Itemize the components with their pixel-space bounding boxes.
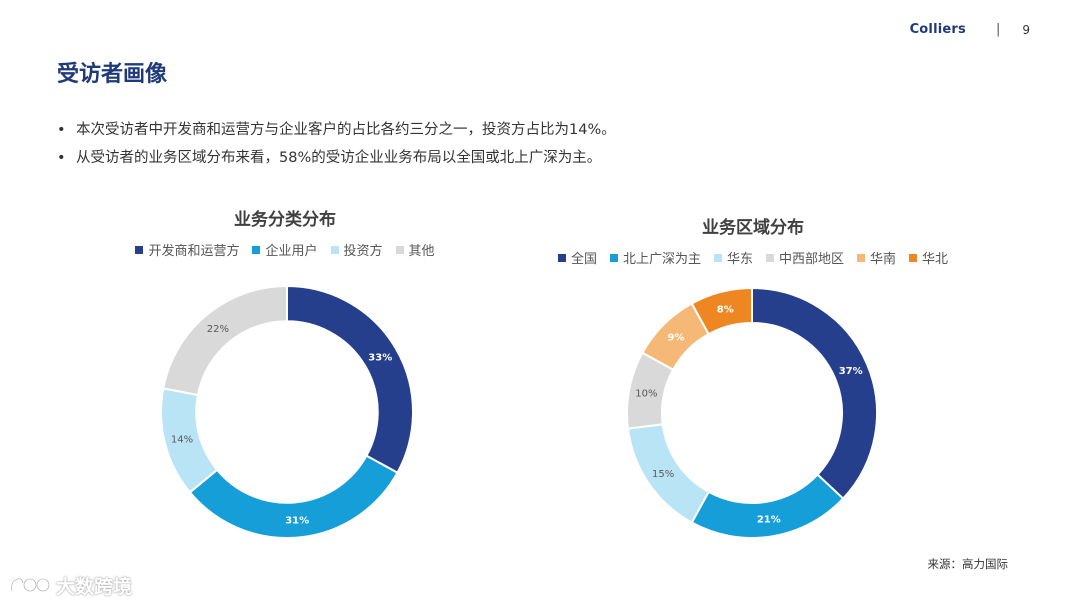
bullet-text: 本次受访者中开发商和运营方与企业客户的占比各约三分之一，投资方占比为14%。 (76, 122, 616, 138)
legend-swatch (252, 245, 261, 254)
legend-label: 开发商和运营方 (148, 244, 240, 259)
watermark: 大数跨境 (8, 572, 132, 599)
page-number: 9 (1022, 22, 1030, 37)
slice-data-label: 37% (839, 366, 863, 377)
chart-title: 业务区域分布 (702, 218, 804, 238)
legend-swatch (857, 253, 866, 262)
legend-item: 全国 (557, 248, 597, 267)
legend-label: 华北 (922, 252, 949, 267)
legend-swatch (135, 245, 144, 254)
business-type-chart: 业务分类分布 开发商和运营方 企业用户 投资方 其他 (110, 205, 460, 259)
legend-swatch (557, 253, 566, 262)
watermark-text: 大数跨境 (56, 576, 133, 598)
slice-data-label: 21% (757, 515, 781, 526)
source-note: 来源：高力国际 (927, 557, 1009, 571)
brand-logo-text: Colliers (909, 22, 966, 37)
slice-data-label: 31% (285, 515, 309, 526)
legend-item: 企业用户 (252, 240, 318, 259)
legend-item: 北上广深为主 (609, 248, 701, 267)
legend-swatch (395, 245, 404, 254)
slice-data-label: 15% (652, 469, 674, 480)
slice-data-label: 33% (368, 352, 392, 363)
donut-slice (690, 473, 845, 539)
business-region-chart: 业务区域分布 全国 北上广深为主 华东 中西部地区 华南 华北 (548, 205, 958, 267)
legend-swatch (330, 245, 339, 254)
business-region-donut: 37% 21% 15% 10% 9% 8% (626, 286, 878, 539)
bullet-list: • 本次受访者中开发商和运营方与企业客户的占比各约三分之一，投资方占比为14%。… (57, 117, 616, 173)
slice-data-label: 10% (635, 388, 657, 399)
legend-label: 中西部地区 (779, 252, 845, 267)
bullet-dot: • (57, 150, 66, 166)
legend-swatch (766, 253, 774, 262)
legend-label: 其他 (408, 244, 435, 259)
business-type-donut: 33% 31% 14% 22% (160, 284, 414, 539)
legend-label: 全国 (570, 252, 597, 267)
header-separator: | (995, 22, 1001, 37)
legend-item: 投资方 (330, 240, 383, 259)
legend-item: 中西部地区 (766, 248, 844, 267)
chart-legend: 开发商和运营方 企业用户 投资方 其他 (110, 240, 460, 259)
slice-data-label: 22% (207, 324, 229, 335)
donut-slice (286, 284, 414, 475)
donut-slice (162, 284, 288, 397)
legend-swatch (909, 253, 918, 262)
chart-title: 业务分类分布 (234, 210, 336, 230)
legend-item: 华南 (857, 248, 896, 267)
donut-slice (690, 286, 753, 336)
legend-item: 华北 (909, 248, 948, 267)
bullet-item: • 本次受访者中开发商和运营方与企业客户的占比各约三分之一，投资方占比为14%。 (57, 117, 616, 145)
donut-slice (751, 286, 878, 500)
legend-label: 北上广深为主 (622, 252, 701, 267)
legend-item: 开发商和运营方 (135, 240, 239, 259)
legend-label: 投资方 (343, 244, 383, 259)
legend-label: 华南 (870, 252, 897, 267)
slice-data-label: 9% (667, 332, 684, 343)
header-brand: Colliers | 9 (910, 22, 1030, 37)
legend-item: 华东 (713, 248, 753, 267)
legend-swatch (609, 253, 618, 262)
legend-label: 华东 (726, 252, 753, 267)
bullet-dot: • (57, 122, 66, 138)
bullet-item: • 从受访者的业务区域分布来看，58%的受访企业业务布局以全国或北上广深为主。 (57, 145, 616, 173)
legend-swatch (713, 253, 722, 262)
watermark-logo-icon (10, 577, 51, 592)
slice-data-label: 14% (171, 434, 193, 445)
page-title: 受访者画像 (57, 62, 168, 87)
bullet-text: 从受访者的业务区域分布来看，58%的受访企业业务布局以全国或北上广深为主。 (76, 150, 602, 166)
legend-item: 其他 (395, 240, 435, 259)
chart-legend: 全国 北上广深为主 华东 中西部地区 华南 华北 (548, 248, 958, 267)
slice-data-label: 8% (717, 304, 734, 315)
legend-label: 企业用户 (265, 244, 318, 259)
